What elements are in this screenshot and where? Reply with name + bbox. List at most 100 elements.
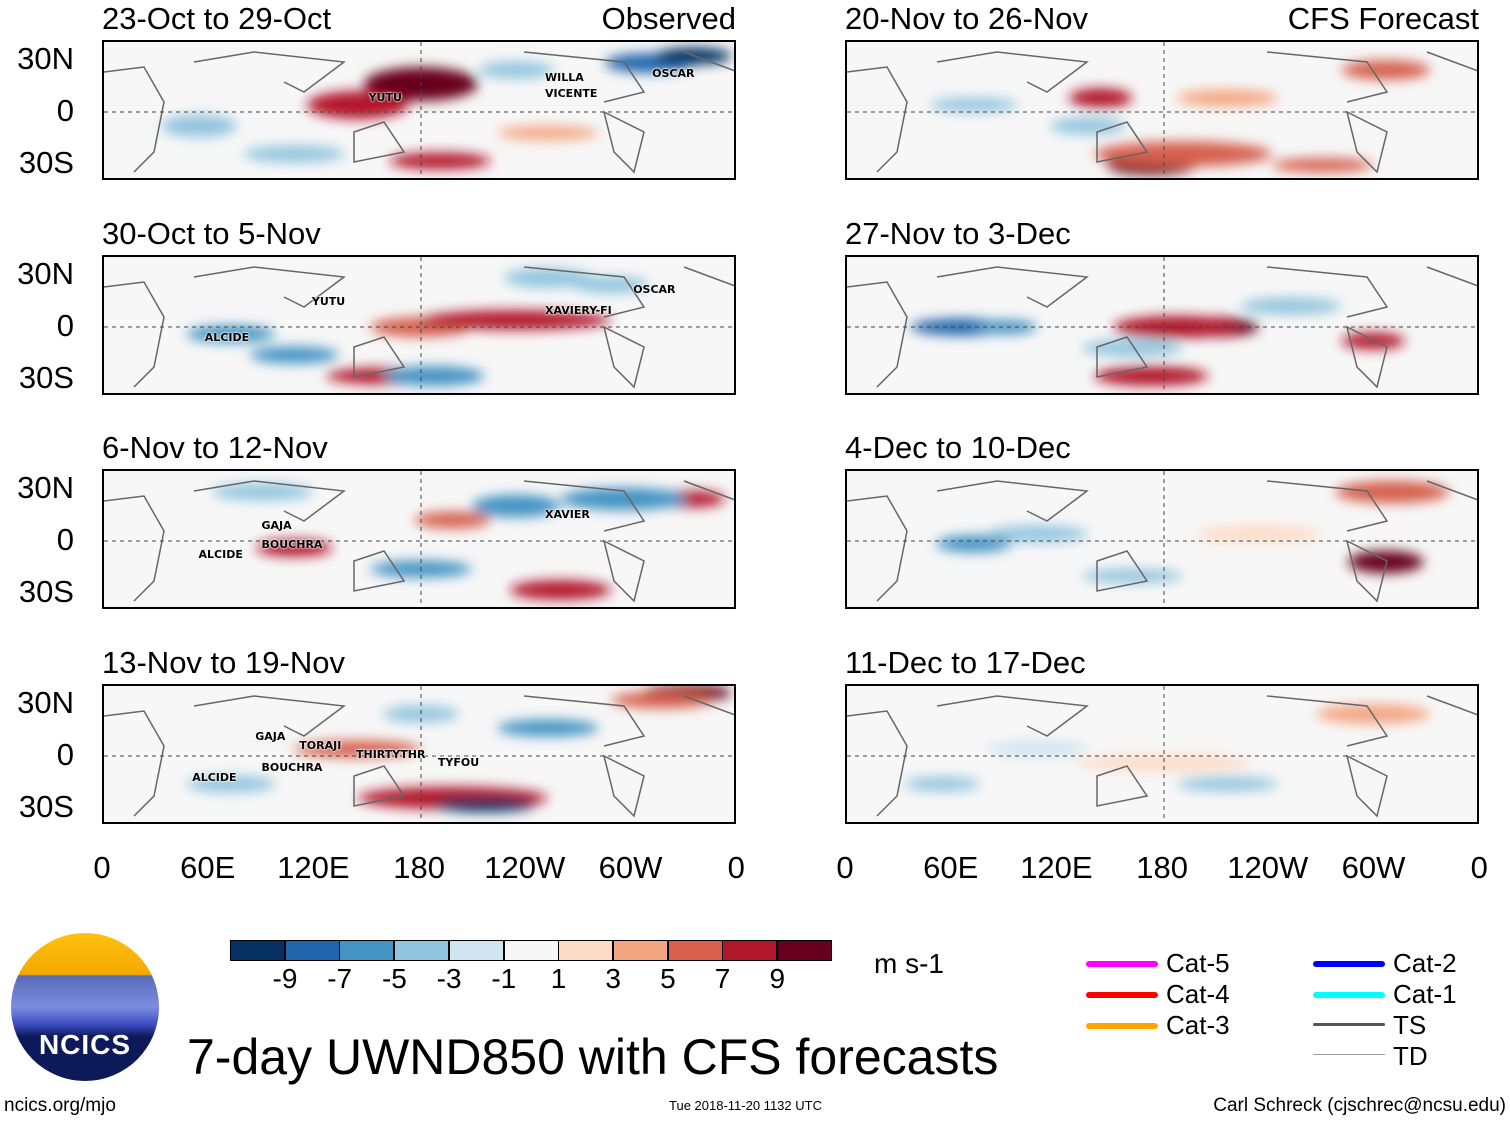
anomaly-blob bbox=[306, 91, 409, 119]
map-panel bbox=[845, 469, 1479, 609]
coastlines bbox=[847, 695, 1477, 818]
legend-label: Cat-1 bbox=[1393, 979, 1457, 1009]
lon-label: 0 bbox=[1470, 850, 1488, 885]
anomaly-blob bbox=[509, 580, 612, 600]
anomaly-blob bbox=[573, 276, 650, 294]
anomaly-blob bbox=[249, 346, 339, 364]
anomaly-blob bbox=[1075, 754, 1253, 772]
legend-label: Cat-4 bbox=[1166, 979, 1230, 1009]
lon-label: 120W bbox=[1227, 850, 1309, 885]
colorbar-tick: -1 bbox=[491, 963, 517, 994]
lon-label: 60W bbox=[598, 850, 663, 885]
coastlines bbox=[847, 266, 1477, 389]
colorbar-tick: 3 bbox=[605, 963, 621, 994]
storm-label: XAVIER bbox=[545, 508, 590, 522]
colorbar-swatch bbox=[284, 940, 340, 961]
legend-swatch bbox=[1313, 1023, 1385, 1026]
anomaly-blob bbox=[1341, 60, 1431, 80]
anomaly-blob bbox=[1176, 777, 1279, 791]
map-panel: YUTU OSCAR WILLA VICENTE bbox=[102, 40, 736, 180]
wind-anomaly-map bbox=[847, 42, 1477, 178]
colorbar-swatch bbox=[394, 940, 450, 961]
anomaly-blob bbox=[294, 740, 421, 758]
legend-label: Cat-2 bbox=[1393, 948, 1457, 978]
coastlines bbox=[104, 695, 734, 818]
lon-label: 120E bbox=[277, 850, 350, 885]
anomaly-blob bbox=[1068, 88, 1133, 108]
anomaly-blob bbox=[497, 719, 599, 737]
wind-anomaly-map bbox=[847, 686, 1477, 822]
colorbar-swatch bbox=[612, 940, 668, 961]
anomaly-blob bbox=[986, 740, 1088, 758]
coastlines bbox=[104, 51, 734, 174]
legend-swatch bbox=[1313, 1054, 1385, 1055]
coastlines bbox=[847, 51, 1477, 174]
panel-title: 11-Dec to 17-Dec bbox=[845, 645, 1086, 680]
anomaly-blob bbox=[382, 366, 485, 386]
storm-label: XAVIERY-FI bbox=[545, 303, 612, 317]
legend-label: TD bbox=[1393, 1041, 1428, 1071]
panel-tag: CFS Forecast bbox=[1287, 1, 1479, 36]
anomaly-blob bbox=[560, 487, 688, 511]
logo-text: NCICS bbox=[38, 1029, 132, 1060]
storm-label: THIRTYTHR bbox=[356, 747, 426, 761]
colorbar-units: m s-1 bbox=[874, 948, 944, 979]
anomaly-blob bbox=[471, 494, 561, 518]
wind-anomaly-map bbox=[104, 686, 734, 822]
panel-title: 30-Oct to 5-Nov bbox=[102, 216, 321, 251]
colorbar-tick: -9 bbox=[272, 963, 298, 994]
lat-label: 0 bbox=[56, 308, 74, 343]
anomaly-blob bbox=[611, 691, 713, 709]
storm-label: BOUCHRA bbox=[261, 761, 323, 775]
colorbar-tick: 1 bbox=[550, 963, 567, 994]
colorbar-swatch bbox=[230, 940, 285, 961]
wind-anomaly-map bbox=[847, 257, 1477, 393]
anomaly-blob bbox=[414, 511, 491, 529]
map-panel bbox=[845, 40, 1479, 180]
storm-label: VICENTE bbox=[545, 87, 598, 101]
lon-label: 180 bbox=[1136, 850, 1188, 885]
lat-label: 0 bbox=[56, 737, 74, 772]
footer-left[interactable]: ncics.org/mjo bbox=[4, 1095, 116, 1116]
colorbar-tick: -7 bbox=[327, 963, 353, 994]
colorbar-swatch bbox=[503, 940, 559, 961]
ncics-logo: NCICS bbox=[11, 933, 159, 1081]
map-panel: GAJA TORAJI THIRTYTHR TYFOU BOUCHRA ALCIDE bbox=[102, 684, 736, 824]
anomaly-blob bbox=[1195, 525, 1323, 543]
panel-title: 13-Nov to 19-Nov bbox=[102, 645, 345, 680]
map-panel: YUTU ALCIDE XAVIERY-FI OSCAR bbox=[102, 255, 736, 395]
lon-label: 60E bbox=[180, 850, 236, 885]
colorbar-swatch bbox=[722, 940, 778, 961]
anomaly-blob bbox=[986, 525, 1088, 543]
storm-label: OSCAR bbox=[652, 66, 695, 80]
wind-anomaly-map bbox=[104, 471, 734, 607]
anomaly-blob bbox=[243, 145, 345, 163]
storm-label: GAJA bbox=[261, 518, 292, 532]
colorbar-tick: -5 bbox=[381, 963, 407, 994]
legend-swatch bbox=[1313, 961, 1385, 967]
lon-label: 60W bbox=[1341, 850, 1406, 885]
storm-label: ALCIDE bbox=[198, 547, 243, 561]
lat-label: 0 bbox=[56, 522, 74, 557]
anomaly-blob bbox=[421, 310, 612, 330]
anomaly-blob bbox=[389, 152, 491, 170]
wind-anomaly-map bbox=[104, 42, 734, 178]
anomaly-blob bbox=[1335, 480, 1450, 504]
anomaly-blob bbox=[904, 777, 981, 791]
footer-right: Carl Schreck (cjschrec@ncsu.edu) bbox=[1213, 1095, 1506, 1116]
lon-label: 0 bbox=[727, 850, 745, 885]
anomaly-blob bbox=[478, 61, 555, 79]
lat-label: 30N bbox=[17, 685, 74, 720]
coastlines bbox=[104, 266, 734, 389]
lat-label: 30S bbox=[18, 574, 74, 609]
legend-label: TS bbox=[1393, 1010, 1427, 1040]
colorbar-swatch bbox=[339, 940, 395, 961]
lon-label: 120W bbox=[484, 850, 566, 885]
panel-title: 20-Nov to 26-Nov bbox=[845, 1, 1088, 36]
legend-swatch bbox=[1086, 1023, 1158, 1029]
map-panel bbox=[845, 255, 1479, 395]
map-panel: GAJA ALCIDE BOUCHRA XAVIER bbox=[102, 469, 736, 609]
anomaly-blob bbox=[929, 98, 1019, 112]
anomaly-blob bbox=[211, 483, 314, 501]
storm-label: WILLA bbox=[545, 70, 584, 84]
